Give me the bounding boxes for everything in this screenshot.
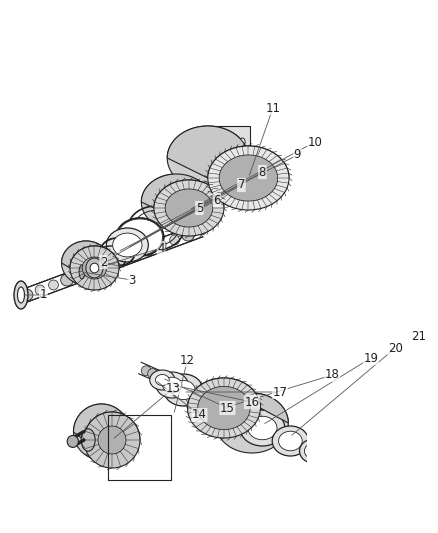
Text: 6: 6 (213, 193, 221, 206)
Ellipse shape (129, 250, 139, 260)
Ellipse shape (156, 372, 188, 398)
Ellipse shape (150, 370, 175, 390)
Ellipse shape (86, 258, 103, 278)
Text: 14: 14 (192, 408, 207, 422)
Text: 4: 4 (157, 241, 165, 254)
Ellipse shape (160, 374, 170, 384)
Ellipse shape (156, 240, 166, 250)
Ellipse shape (14, 281, 28, 309)
Ellipse shape (117, 219, 162, 255)
Ellipse shape (154, 372, 164, 382)
Ellipse shape (141, 244, 154, 256)
Polygon shape (84, 412, 140, 468)
Text: 8: 8 (259, 166, 266, 179)
Ellipse shape (81, 429, 95, 451)
Ellipse shape (164, 374, 203, 406)
Ellipse shape (49, 280, 58, 290)
Text: 12: 12 (180, 353, 195, 367)
Ellipse shape (197, 225, 206, 235)
Text: 20: 20 (388, 342, 403, 354)
Ellipse shape (300, 439, 328, 463)
Ellipse shape (240, 410, 285, 446)
Ellipse shape (101, 259, 113, 271)
Polygon shape (74, 404, 140, 440)
Text: 18: 18 (325, 368, 340, 382)
Text: 1: 1 (39, 288, 47, 302)
Polygon shape (167, 126, 248, 190)
Text: 7: 7 (238, 179, 245, 191)
Ellipse shape (35, 285, 45, 295)
Text: 21: 21 (411, 329, 426, 343)
Ellipse shape (89, 265, 99, 275)
Polygon shape (141, 174, 224, 208)
Ellipse shape (304, 443, 323, 459)
Text: 3: 3 (128, 273, 135, 287)
Text: 11: 11 (265, 101, 280, 115)
Polygon shape (215, 393, 288, 453)
Text: 13: 13 (166, 382, 181, 394)
Ellipse shape (155, 375, 169, 385)
Polygon shape (165, 189, 213, 227)
Polygon shape (204, 126, 251, 190)
Ellipse shape (148, 369, 157, 378)
Text: 2: 2 (100, 255, 107, 269)
Ellipse shape (18, 287, 25, 303)
Polygon shape (62, 241, 110, 285)
Polygon shape (141, 174, 211, 230)
Ellipse shape (90, 263, 99, 273)
Ellipse shape (231, 153, 238, 163)
Ellipse shape (141, 366, 151, 376)
Polygon shape (187, 378, 288, 423)
Ellipse shape (248, 416, 277, 440)
Ellipse shape (279, 431, 302, 451)
Text: 15: 15 (220, 401, 235, 415)
Ellipse shape (113, 233, 142, 257)
Ellipse shape (79, 265, 85, 279)
Ellipse shape (116, 218, 164, 256)
Text: 9: 9 (293, 149, 301, 161)
Ellipse shape (182, 229, 194, 241)
Ellipse shape (106, 228, 148, 262)
Ellipse shape (272, 426, 309, 456)
Polygon shape (62, 241, 119, 268)
Polygon shape (70, 246, 119, 290)
Ellipse shape (67, 435, 78, 447)
Polygon shape (167, 126, 289, 178)
Polygon shape (82, 257, 107, 279)
Text: 19: 19 (364, 351, 378, 365)
Polygon shape (187, 378, 260, 438)
Polygon shape (198, 386, 250, 430)
Polygon shape (154, 180, 224, 236)
Ellipse shape (162, 377, 182, 393)
Text: 16: 16 (244, 395, 259, 408)
Text: 10: 10 (307, 135, 322, 149)
Text: 17: 17 (272, 385, 287, 399)
Ellipse shape (61, 274, 73, 286)
Text: 5: 5 (196, 201, 203, 214)
Ellipse shape (75, 270, 85, 280)
Ellipse shape (172, 381, 195, 400)
Ellipse shape (170, 235, 180, 245)
Ellipse shape (20, 289, 33, 301)
Ellipse shape (240, 138, 245, 146)
Polygon shape (219, 155, 278, 201)
Polygon shape (74, 404, 130, 460)
Polygon shape (208, 146, 289, 210)
Polygon shape (98, 426, 126, 454)
Ellipse shape (116, 255, 126, 265)
